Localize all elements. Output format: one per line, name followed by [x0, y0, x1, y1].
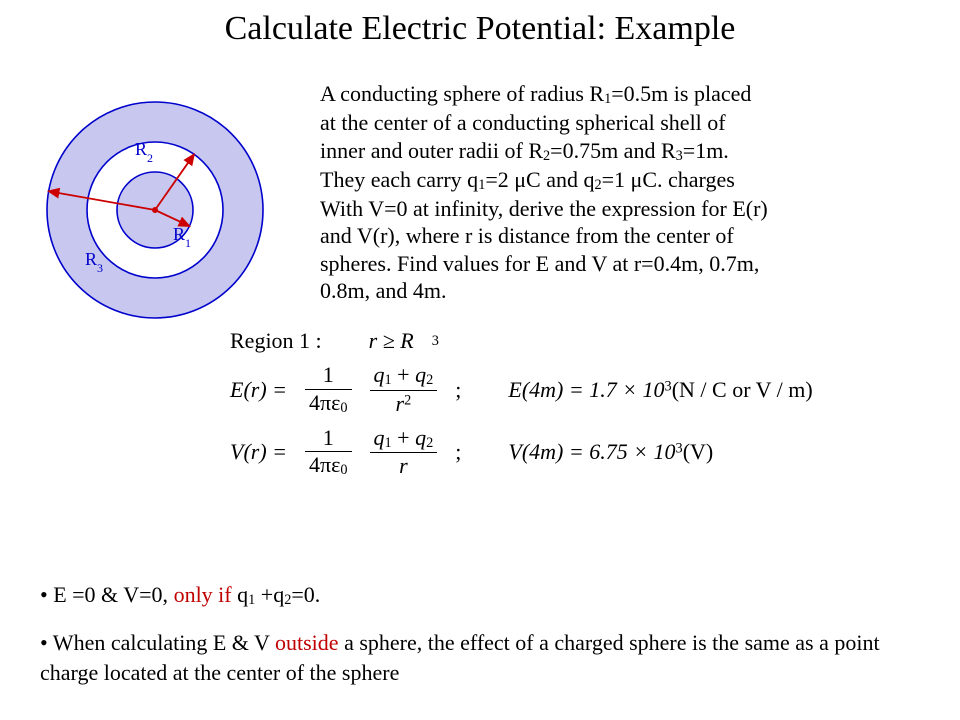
page-title: Calculate Electric Potential: Example: [0, 10, 960, 48]
region-line: Region 1 : r ≥ R3: [230, 328, 870, 354]
problem-statement: A conducting sphere of radius R1=0.5m is…: [320, 80, 920, 305]
bullet-1: • E =0 & V=0, only if q1 +q2=0.: [40, 580, 920, 610]
V-equation: V(r) = 1 4πε0 q1 + q2 r ; V(4m) = 6.75 ×…: [230, 425, 870, 480]
E-equation: E(r) = 1 4πε0 q1 + q2 r2 ; E(4m) = 1.7 ×…: [230, 362, 870, 417]
notes-block: • E =0 & V=0, only if q1 +q2=0. • When c…: [40, 580, 920, 706]
bullet-2: • When calculating E & V outside a spher…: [40, 628, 920, 687]
equations-block: Region 1 : r ≥ R3 E(r) = 1 4πε0 q1 + q2 …: [230, 320, 870, 488]
sphere-diagram: R1R2R3: [30, 80, 280, 340]
